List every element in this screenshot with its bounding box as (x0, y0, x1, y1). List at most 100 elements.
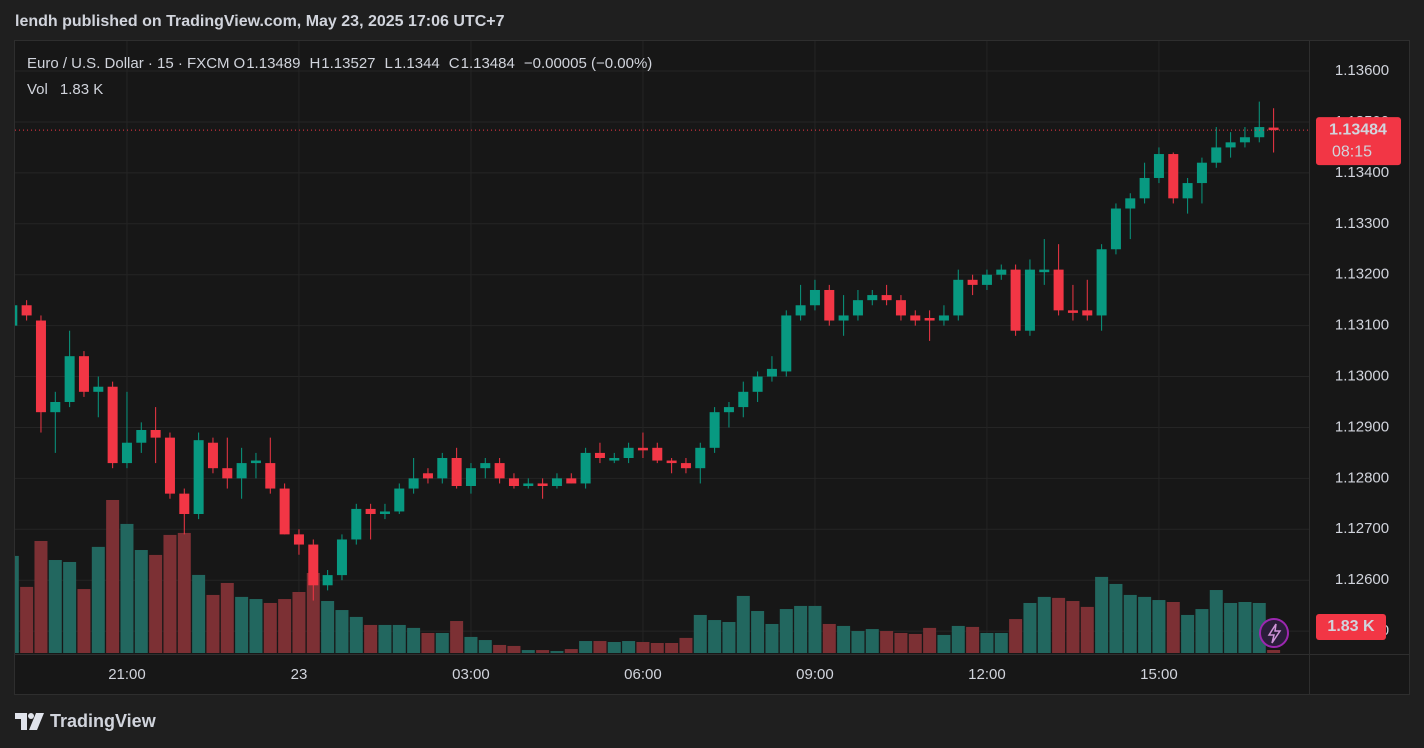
volume-bar (1209, 590, 1223, 653)
volume-bar (650, 642, 664, 653)
volume-bar (751, 611, 765, 653)
candle-body (308, 544, 319, 586)
alert-icon[interactable] (1259, 618, 1289, 648)
candle-body (1211, 147, 1222, 163)
candle-body (824, 289, 835, 321)
candle-body (78, 356, 89, 392)
volume-bar (91, 546, 105, 653)
volume-bar (163, 534, 177, 653)
candle-body (924, 317, 935, 321)
candle-body (781, 315, 792, 372)
ohlc-value: 1.13527 (321, 55, 375, 72)
candle-body (394, 488, 405, 512)
volume-bar (894, 632, 908, 653)
change-label: −0.00005 (−0.00%) (524, 55, 652, 72)
volume-bar (278, 599, 292, 653)
volume-bar (292, 591, 306, 653)
ohlc-value: 1.13484 (461, 55, 515, 72)
candle-body (494, 463, 505, 479)
candle-body (566, 478, 577, 484)
y-tick-label: 1.13400 (1335, 164, 1389, 181)
volume-bar (708, 620, 722, 653)
volume-bar (851, 631, 865, 653)
candle-body (1254, 127, 1265, 138)
candle-body (121, 442, 132, 464)
volume-bar (206, 594, 220, 653)
candle-body (1196, 162, 1207, 184)
candle-body (867, 295, 878, 301)
volume-value: 1.83 K (60, 81, 103, 98)
volume-bar (249, 599, 263, 653)
volume-bar (593, 641, 607, 653)
volume-bar (1095, 576, 1109, 653)
volume-bar (421, 632, 435, 653)
volume-bar (779, 609, 793, 653)
volume-bar (536, 650, 550, 653)
y-tick-label: 1.13200 (1335, 266, 1389, 283)
logo-dot (28, 713, 34, 719)
y-tick-label: 1.12600 (1335, 571, 1389, 588)
x-tick-label: 12:00 (968, 666, 1006, 683)
volume-bar (679, 637, 693, 653)
volume-bar (306, 572, 320, 653)
x-tick-label: 09:00 (796, 666, 834, 683)
volume-bar (665, 642, 679, 653)
ohlc-value: 1.13489 (246, 55, 300, 72)
x-tick-label: 06:00 (624, 666, 662, 683)
ohlc-label: C (449, 55, 460, 72)
volume-bar (34, 540, 48, 653)
y-tick-label: 1.13600 (1335, 62, 1389, 79)
volume-bar (106, 499, 120, 653)
y-tick-label: 1.13300 (1335, 215, 1389, 232)
candle-body (623, 447, 634, 459)
volume-bar (636, 642, 650, 653)
volume-bars (15, 499, 1281, 653)
candle-body (537, 483, 548, 487)
candle-body (93, 386, 104, 392)
candle-body (580, 452, 591, 484)
volume-bar (63, 561, 77, 653)
price-badge (1316, 117, 1401, 166)
y-tick-label: 1.13100 (1335, 317, 1389, 334)
volume-bar (220, 582, 234, 653)
volume-bar (435, 632, 449, 653)
candle-body (351, 508, 362, 540)
ohlc-value: 1.1344 (394, 55, 440, 72)
candle-body (64, 356, 75, 402)
volume-bar (794, 605, 808, 653)
logo-shape (29, 713, 44, 730)
candle-body (21, 305, 32, 316)
candle-body (1182, 183, 1193, 199)
candle-body (680, 463, 691, 469)
candle-body (1053, 269, 1064, 311)
price-badge-value: 1.13484 (1329, 121, 1387, 138)
volume-bar (1109, 583, 1123, 653)
candle-body (1096, 249, 1107, 316)
chart-panel (14, 40, 1410, 695)
volume-bar (994, 632, 1008, 653)
candle-body (637, 447, 648, 451)
volume-bar (321, 601, 335, 653)
candle-body (50, 401, 61, 413)
volume-bar (1037, 596, 1051, 653)
volume-bar (722, 622, 736, 653)
volume-bar (937, 634, 951, 653)
candle-body (508, 478, 519, 487)
volume-bar (349, 616, 363, 653)
volume-bar (579, 641, 593, 653)
alert-icon-bolt (1267, 623, 1282, 644)
candle-body (1024, 269, 1035, 331)
volume-bar (736, 595, 750, 653)
volume-bar (693, 614, 707, 653)
y-tick-label: 1.12700 (1335, 520, 1389, 537)
candle-body (1139, 177, 1150, 199)
candle-body (164, 437, 175, 494)
volume-bar (1195, 609, 1209, 653)
candle-body (895, 300, 906, 316)
volume-bar (865, 629, 879, 653)
volume-bar (923, 627, 937, 653)
volume-bar (134, 550, 148, 653)
volume-bar (1181, 614, 1195, 653)
volume-bar (335, 610, 349, 653)
